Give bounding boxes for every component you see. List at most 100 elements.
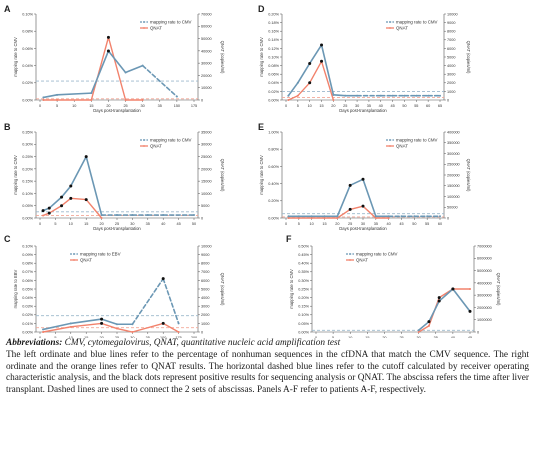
series-segment-orange [90,36,110,101]
x-tick-label: 15 [84,336,88,338]
legend-marker [143,145,145,147]
x-tick-label: 20 [382,336,386,338]
right-tick-label: 6000 [447,47,455,51]
x-tick-label: 30 [361,222,365,226]
left-tick-label: 1.00% [268,130,279,134]
left-axis-label: mapping rate to CMV [259,155,264,195]
data-point [42,328,45,331]
data-point [439,94,441,97]
left-tick-label: 0.50% [298,244,309,248]
series-segment-blue [362,178,377,218]
data-point [131,323,134,326]
data-point [56,93,59,96]
data-point [356,94,359,97]
series-segment-blue [417,320,430,332]
series-segment-blue [70,155,87,187]
x-tick-label: 100 [160,336,166,338]
x-axis-label: Days post-transplantation [93,108,141,113]
right-axis-label: QNAT (copies/ml) [466,41,471,74]
right-tick-label: 70000 [201,12,212,16]
right-tick-label: 2000 [447,81,455,85]
data-point [417,331,420,333]
left-tick-label: 0.04% [22,296,33,300]
series-segment-blue [332,94,347,97]
panel-label: B [4,122,11,132]
left-tick-label: 0.20% [268,12,279,16]
right-tick-label: 10000 [201,192,212,196]
series-segment-orange [131,322,164,333]
right-tick-label: 5000000 [477,269,492,273]
right-axis-label: QNAT (copies/ml) [220,273,225,306]
x-tick-label: 20 [106,104,110,108]
right-tick-label: 200000 [447,173,460,177]
x-tick-label: 0 [285,222,287,226]
legend-label: mapping rate to CMV [396,138,438,143]
data-point [296,94,299,97]
left-tick-label: 0.25% [298,287,309,291]
series-segment-blue [85,155,103,216]
data-point [400,215,403,218]
right-tick-label: 0 [201,330,203,334]
left-tick-label: 0.40% [298,262,309,266]
data-point [141,99,144,101]
right-tick-label: 25000 [201,155,212,159]
data-point [374,217,377,219]
right-tick-label: 9000 [447,21,455,25]
left-tick-label: 0.35% [298,270,309,274]
legend-label: mapping rate to CMV [150,138,192,143]
x-tick-label: 35 [434,336,438,338]
legend-marker [73,259,75,261]
left-axis-label: mapping rate to CMV [259,37,264,77]
right-tick-label: 10000 [201,86,212,90]
left-tick-label: 0.40% [268,182,279,186]
series-segment-orange [85,198,103,219]
legend-label: QNAT [150,144,162,149]
positive-point [47,206,51,210]
legend-label: QNAT [396,26,408,31]
panel-label: D [258,4,265,14]
x-tick-label: 15 [89,104,93,108]
data-point [175,95,178,98]
x-tick-label: 20 [99,336,103,338]
right-tick-label: 9000 [201,253,209,257]
x-tick-label: 45 [390,104,394,108]
right-tick-label: 35000 [201,130,212,134]
left-tick-label: 0.20% [268,199,279,203]
x-tick-label: 50 [192,222,196,226]
series-segment-orange [116,327,134,333]
panel-label: C [4,234,11,244]
data-point [387,215,390,218]
series-segment-blue [131,277,164,326]
legend-label: QNAT [356,258,368,263]
right-tick-label: 50000 [201,37,212,41]
left-tick-label: 0.10% [298,313,309,317]
left-axis-label: mapping rate to CMV [13,37,18,77]
panel-f: F 0.00% 0.05% 0.10% 0.15% 0.20% 0.25% 0.30% 0.35… [286,234,501,338]
positive-point [106,35,110,39]
positive-point [348,183,352,187]
data-point [69,325,72,328]
x-tick-label: 55 [425,222,429,226]
x-tick-label: 0 [39,222,41,226]
series-segment-blue [48,196,63,209]
x-tick-label: 30 [417,336,421,338]
positive-point [60,204,64,208]
series-segment-blue [90,50,110,94]
data-point [193,214,195,217]
right-tick-label: 8000 [201,262,209,266]
data-point [124,71,127,74]
left-tick-label: 0.10% [268,55,279,59]
x-axis-label: Days post-transplantation [339,226,387,231]
data-point [413,215,416,218]
series-segment-blue [438,288,454,302]
series-segment-blue [141,64,178,98]
x-tick-label: 45 [468,336,472,338]
x-tick-label: 45 [176,222,180,226]
data-point [42,214,45,217]
left-tick-label: 0.14% [268,38,279,42]
left-axis-label: mapping rate to EBV [13,269,18,308]
data-point [287,217,290,219]
x-tick-label: 15 [322,222,326,226]
